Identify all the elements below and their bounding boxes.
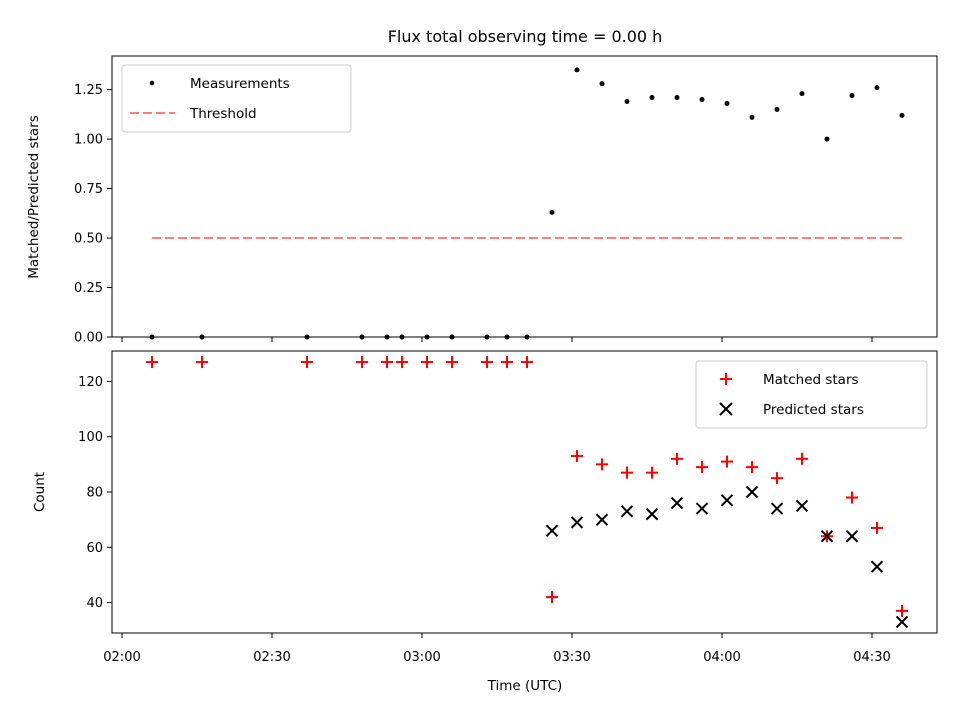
measurement-point [674, 95, 680, 101]
predicted-stars-point [770, 502, 784, 515]
top-legend: Measurements Threshold [121, 64, 352, 133]
predicted-stars-point [820, 530, 834, 543]
top-y-tick-label: 1.25 [74, 83, 103, 98]
legend-threshold-label: Threshold [189, 106, 257, 122]
bottom-y-tick-label: 60 [86, 541, 103, 556]
matched-stars-point [396, 356, 408, 369]
measurement-point [724, 100, 730, 106]
measurement-point [774, 106, 780, 112]
predicted-stars-point [670, 496, 684, 510]
matched-stars-point [871, 521, 883, 534]
top-y-tick-label: 0.00 [74, 331, 103, 346]
predicted-stars-point [545, 524, 559, 537]
measurement-point [849, 93, 855, 99]
matched-stars-point [896, 604, 908, 617]
matched-stars-point [421, 356, 433, 369]
matched-stars-point [671, 452, 683, 465]
predicted-stars-point [845, 530, 859, 543]
measurement-point [624, 99, 630, 105]
bottom-x-tick-label: 04:00 [703, 650, 740, 665]
measurement-point [649, 95, 655, 101]
legend-predicted-marker [719, 402, 733, 416]
legend-matched-label: Matched stars [763, 372, 859, 388]
top-y-axis-label: Matched/Predicted stars [26, 115, 42, 278]
top-y-tick-label: 0.50 [74, 232, 103, 247]
top-y-tick-label: 0.75 [74, 182, 103, 197]
measurement-point [799, 91, 805, 97]
matched-stars-point [356, 356, 368, 369]
predicted-stars-point [620, 505, 634, 518]
measurement-point [824, 136, 830, 142]
bottom-y-tick-label: 120 [78, 375, 103, 390]
matched-stars-point [146, 356, 158, 369]
matched-stars-point [546, 591, 558, 604]
measurement-point [874, 85, 880, 91]
measurement-point [549, 209, 555, 215]
bottom-y-tick-label: 100 [78, 430, 103, 445]
legend-measurements-label: Measurements [190, 76, 290, 92]
top-y-tick-label: 0.25 [74, 281, 103, 296]
predicted-stars-point [745, 485, 759, 499]
predicted-stars-point [795, 499, 809, 513]
bottom-x-tick-label: 04:30 [853, 650, 890, 665]
predicted-stars-point [895, 615, 909, 629]
bottom-x-ticks: 02:00 02:30 03:00 03:30 04:00 04:30 [103, 633, 891, 665]
predicted-stars-point [870, 560, 884, 573]
measurement-point [699, 97, 705, 103]
predicted-stars-point [595, 513, 609, 526]
matched-stars-point [846, 491, 858, 504]
bottom-legend: Matched stars Predicted stars [695, 360, 928, 429]
matched-stars-point [796, 452, 808, 465]
bottom-y-tick-label: 40 [86, 596, 103, 611]
bottom-plot-area [146, 356, 909, 629]
measurement-point [899, 112, 905, 118]
predicted-stars-point [645, 507, 659, 521]
legend-measurements-marker [149, 80, 155, 86]
bottom-legend-box [695, 360, 928, 429]
bottom-y-ticks: 40 60 80 100 120 [78, 375, 112, 611]
matched-stars-point [696, 461, 708, 474]
bottom-x-tick-label: 03:00 [403, 650, 440, 665]
matched-stars-point [521, 356, 533, 369]
predicted-stars-point [570, 516, 584, 529]
measurement-point [599, 81, 605, 87]
legend-matched-marker [720, 373, 732, 385]
top-axes-frame [111, 55, 938, 338]
matched-stars-point [446, 356, 458, 369]
predicted-stars-point [695, 502, 709, 515]
bottom-y-tick-label: 80 [86, 486, 103, 501]
chart-title: Flux total observing time = 0.00 h [388, 27, 663, 46]
matched-stars-point [771, 472, 783, 485]
legend-predicted-label: Predicted stars [763, 402, 864, 418]
top-legend-box [121, 64, 352, 133]
matched-stars-point [381, 356, 393, 369]
bottom-x-tick-label: 03:30 [553, 650, 590, 665]
bottom-y-axis-label: Count [32, 472, 48, 512]
measurement-point [749, 114, 755, 120]
top-x-ticks [121, 337, 873, 342]
x-axis-label: Time (UTC) [487, 678, 563, 694]
matched-stars-point [301, 356, 313, 369]
matched-stars-point [481, 356, 493, 369]
bottom-x-tick-label: 02:30 [253, 650, 290, 665]
predicted-stars-point [720, 494, 734, 507]
matched-stars-point [646, 466, 658, 479]
top-y-tick-label: 1.00 [74, 133, 103, 148]
matched-stars-point [501, 356, 513, 369]
matched-stars-point [571, 450, 583, 463]
matched-stars-point [746, 461, 758, 474]
matched-stars-point [621, 466, 633, 479]
matched-stars-point [196, 356, 208, 369]
matched-stars-point [596, 458, 608, 471]
measurement-point [574, 67, 580, 73]
top-y-ticks: 0.00 0.25 0.50 0.75 1.00 1.25 [74, 83, 112, 346]
bottom-x-tick-label: 02:00 [103, 650, 140, 665]
matched-stars-point [721, 455, 733, 468]
